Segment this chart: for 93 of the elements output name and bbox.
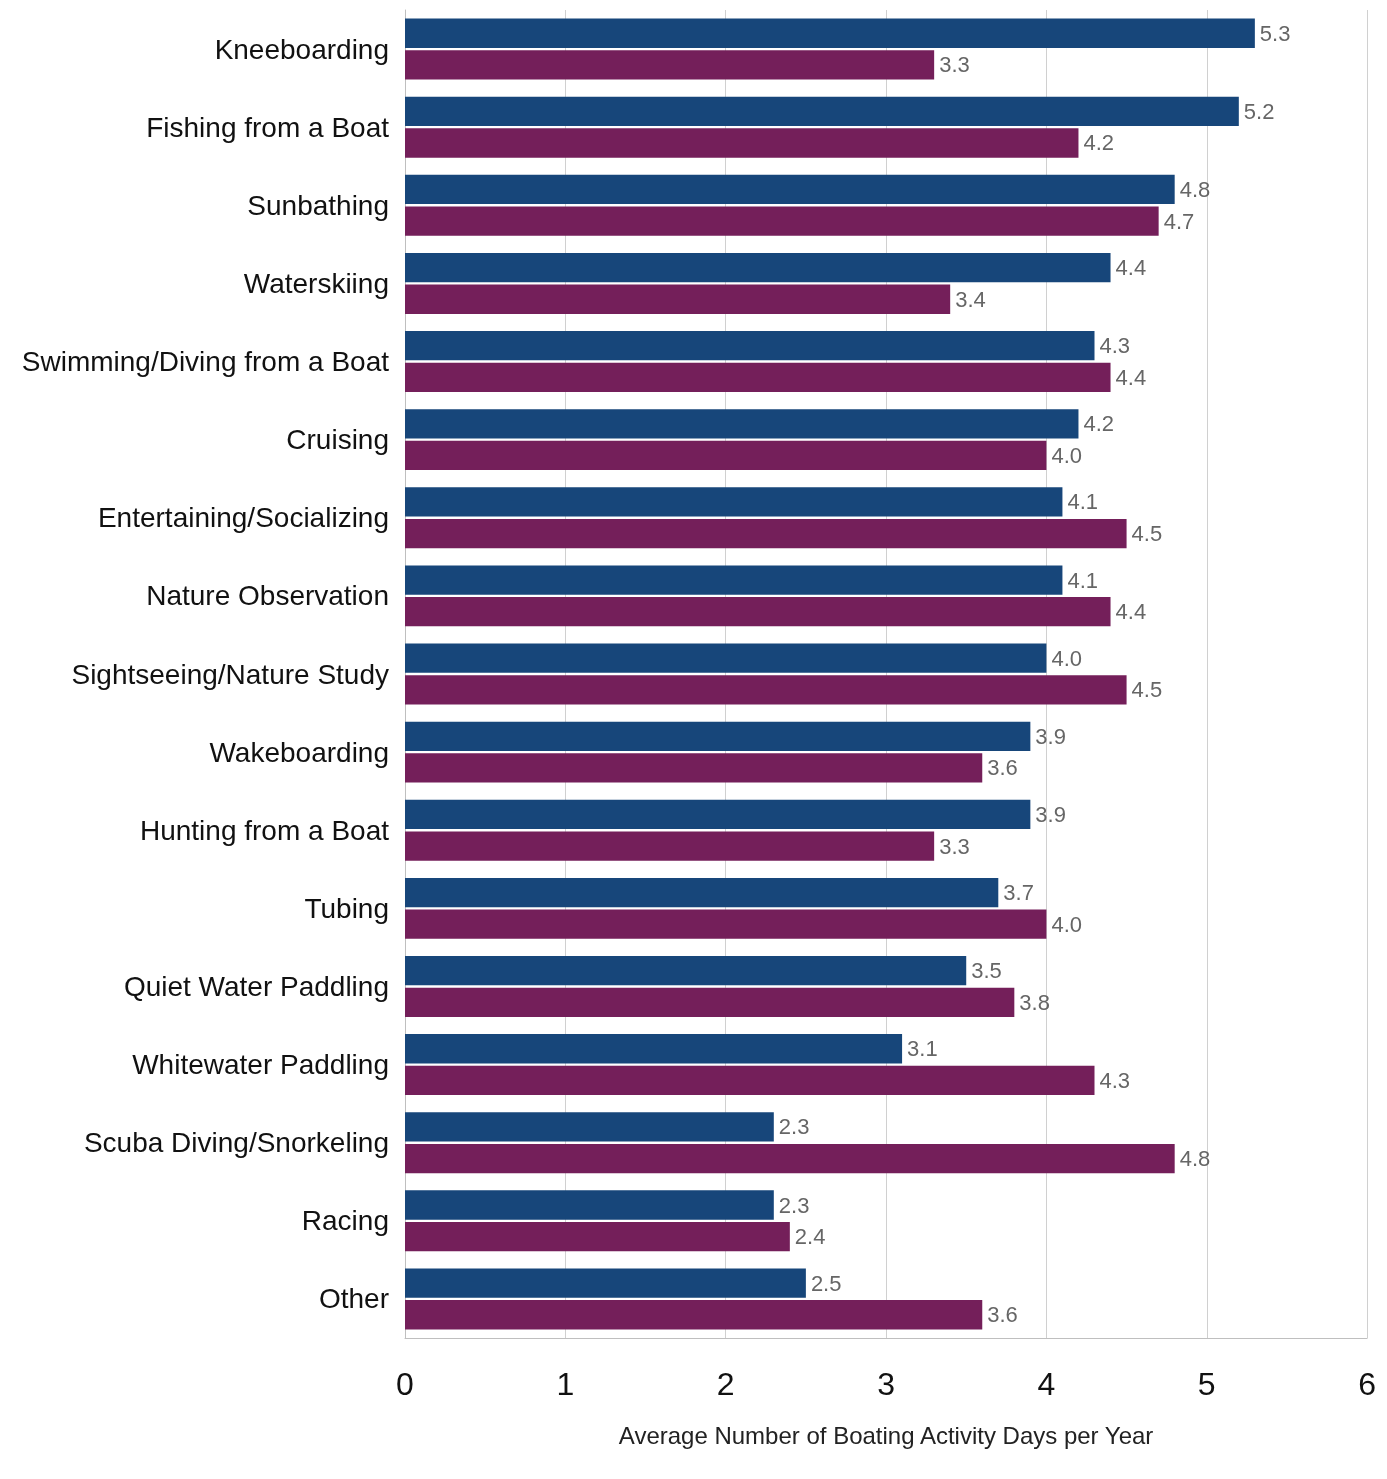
x-tick-label: 2 [716,1366,735,1402]
x-tick-label: 4 [1037,1366,1056,1402]
y-tick-label: Sightseeing/Nature Study [71,658,389,690]
x-tick-label: 6 [1358,1366,1376,1402]
data-label: 3.1 [907,1036,938,1062]
data-label: 3.3 [939,833,970,859]
bar [405,831,935,861]
y-tick-label: Hunting from a Boat [139,814,390,846]
x-tick-label: 1 [556,1366,575,1402]
data-label: 2.4 [794,1224,826,1250]
data-label: 4.4 [1115,364,1147,390]
bar [405,956,967,986]
bar [405,487,1063,517]
bar [405,362,1111,392]
data-label: 3.7 [1003,880,1034,906]
bar [405,284,951,314]
bar [405,877,999,908]
y-tick-label: Whitewater Paddling [132,1049,389,1081]
bar [405,252,1111,283]
bar [405,1190,774,1220]
x-tick-label: 3 [877,1366,895,1402]
bar [405,331,1095,361]
y-tick-label: Swimming/Diving from a Boat [21,346,390,378]
data-label: 4.0 [1051,645,1082,671]
bar [405,909,1047,939]
data-label: 3.6 [987,755,1018,781]
y-tick-label: Wakeboarding [209,736,389,768]
data-label: 4.4 [1115,255,1147,281]
bar [405,721,1031,751]
y-tick-label: Racing [301,1205,389,1237]
data-label: 4.0 [1051,442,1082,468]
bar [405,799,1031,830]
bar [405,1034,903,1064]
bar [405,643,1047,673]
bar [405,597,1111,627]
y-tick-label: Waterskiing [243,267,389,299]
bar [405,128,1079,158]
bar [405,206,1159,236]
data-label: 5.2 [1243,98,1275,124]
y-tick-label: Other [318,1283,389,1315]
bar [405,675,1127,705]
bar [405,1112,774,1142]
bar [405,753,983,783]
data-label: 4.1 [1067,567,1099,593]
y-tick-label: Nature Observation [146,580,389,612]
bar [405,96,1239,126]
bar [405,50,935,80]
bar [405,1300,983,1330]
data-label: 4.8 [1179,1146,1211,1172]
x-tick-label: 0 [396,1366,414,1402]
x-tick-label: 5 [1197,1366,1216,1402]
data-label: 3.9 [1035,801,1066,827]
y-tick-label: Cruising [286,424,389,456]
bar [405,18,1255,48]
data-label: 4.2 [1083,411,1115,437]
y-tick-label: Kneeboarding [214,33,389,65]
bar [405,1268,806,1298]
data-label: 4.8 [1179,176,1211,202]
data-label: 4.3 [1099,333,1131,359]
y-tick-label: Tubing [304,892,389,924]
data-label: 4.5 [1131,521,1163,547]
y-tick-label: Quiet Water Paddling [123,970,389,1002]
data-label: 3.4 [955,286,986,312]
y-tick-label: Sunbathing [247,189,389,221]
data-label: 3.9 [1035,723,1066,749]
data-label: 4.5 [1131,677,1163,703]
bar [405,1143,1175,1174]
data-label: 3.3 [939,52,970,78]
data-label: 2.3 [778,1114,810,1140]
data-label: 4.2 [1083,130,1115,156]
x-axis-title: Average Number of Boating Activity Days per Year [618,1421,1154,1449]
y-tick-label: Entertaining/Socializing [97,502,389,534]
data-label: 3.8 [1019,989,1050,1015]
data-label: 4.1 [1067,489,1099,515]
data-label: 2.5 [810,1270,842,1296]
bar [405,518,1127,549]
data-label: 3.6 [987,1302,1018,1328]
bar [405,174,1175,205]
y-tick-label: Scuba Diving/Snorkeling [83,1127,389,1159]
data-label: 5.3 [1259,20,1291,46]
data-label: 4.7 [1163,208,1195,234]
bar [405,987,1015,1017]
bar [405,1222,790,1252]
y-tick-label: Fishing from a Boat [146,111,390,143]
bar [405,409,1079,439]
data-label: 2.3 [778,1192,810,1218]
data-label: 4.0 [1051,911,1082,937]
bar [405,565,1063,595]
data-label: 4.3 [1099,1067,1131,1093]
data-label: 4.4 [1115,599,1147,625]
bar [405,1065,1095,1096]
data-label: 3.5 [971,958,1002,984]
bar [405,440,1047,471]
